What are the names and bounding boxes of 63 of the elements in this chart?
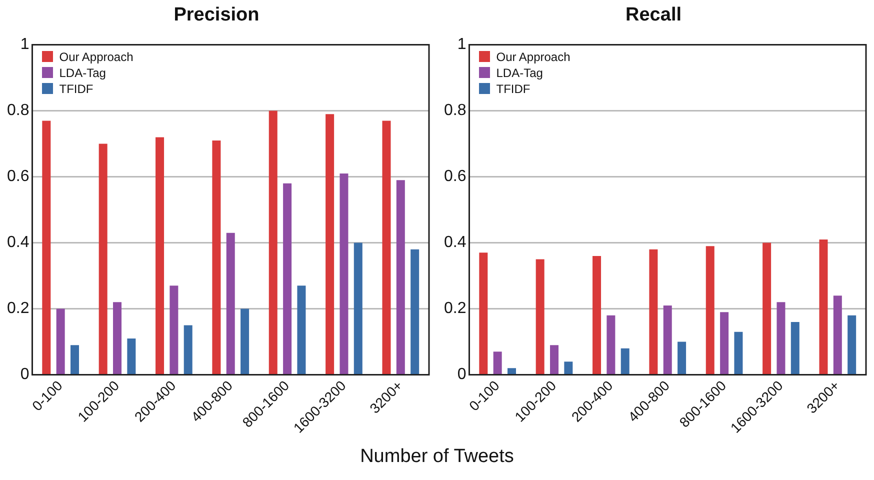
bar: [170, 286, 178, 374]
bar: [410, 249, 420, 374]
legend-label: Our Approach: [496, 48, 570, 65]
legend-label: LDA-Tag: [59, 64, 106, 81]
bar: [606, 315, 616, 374]
bar: [776, 302, 786, 374]
bar: [354, 242, 362, 374]
bar: [113, 302, 122, 374]
y-tick-label: 0.6: [444, 168, 466, 186]
bar: [56, 308, 65, 374]
bar: [98, 144, 108, 374]
bar: [493, 352, 502, 374]
bar: [592, 256, 602, 374]
bar: [819, 239, 828, 374]
y-tick-label: 0: [20, 366, 30, 384]
bar: [240, 308, 250, 374]
y-tick-label: 1: [20, 36, 30, 54]
chart-title: Recall: [626, 4, 682, 26]
legend-label: Our Approach: [59, 48, 134, 65]
legend-label: TFIDF: [496, 80, 530, 97]
bar: [508, 368, 516, 374]
bar: [382, 120, 391, 374]
bar: [396, 180, 405, 374]
bar: [734, 332, 743, 374]
bar: [42, 120, 51, 374]
bar: [536, 259, 544, 374]
bar: [706, 246, 714, 374]
x-axis-title: Number of Tweets: [359, 446, 515, 468]
bar: [283, 183, 292, 374]
bar: [678, 342, 686, 374]
y-tick-label: 1: [457, 36, 466, 54]
bar: [127, 338, 136, 374]
chart-title: Precision: [174, 4, 260, 26]
bar: [833, 296, 842, 374]
bar: [70, 345, 80, 374]
bar: [848, 315, 856, 374]
legend-label: LDA-Tag: [496, 64, 543, 81]
bar: [297, 286, 306, 374]
bar: [326, 114, 334, 374]
bar: [268, 110, 278, 374]
y-tick-label: 0.4: [444, 234, 466, 252]
legend-label: TFIDF: [59, 80, 94, 97]
bar: [226, 232, 235, 374]
y-tick-label: 0.2: [6, 300, 30, 318]
bar: [564, 362, 573, 374]
y-tick-label: 0.4: [6, 234, 30, 252]
y-tick-label: 0: [457, 366, 466, 384]
y-tick-label: 0.8: [6, 102, 30, 120]
bar: [663, 305, 672, 374]
bar: [184, 325, 192, 374]
bar: [550, 345, 559, 374]
bar: [620, 348, 630, 374]
bar: [479, 252, 488, 374]
bar: [340, 173, 348, 374]
bar: [762, 242, 772, 374]
bar: [649, 249, 658, 374]
bar: [790, 322, 800, 374]
y-tick-label: 0.2: [444, 300, 466, 318]
bar: [156, 137, 164, 374]
y-tick-label: 0.6: [6, 168, 30, 186]
bar: [720, 312, 729, 374]
y-tick-label: 0.8: [444, 102, 466, 120]
bar: [212, 140, 221, 374]
